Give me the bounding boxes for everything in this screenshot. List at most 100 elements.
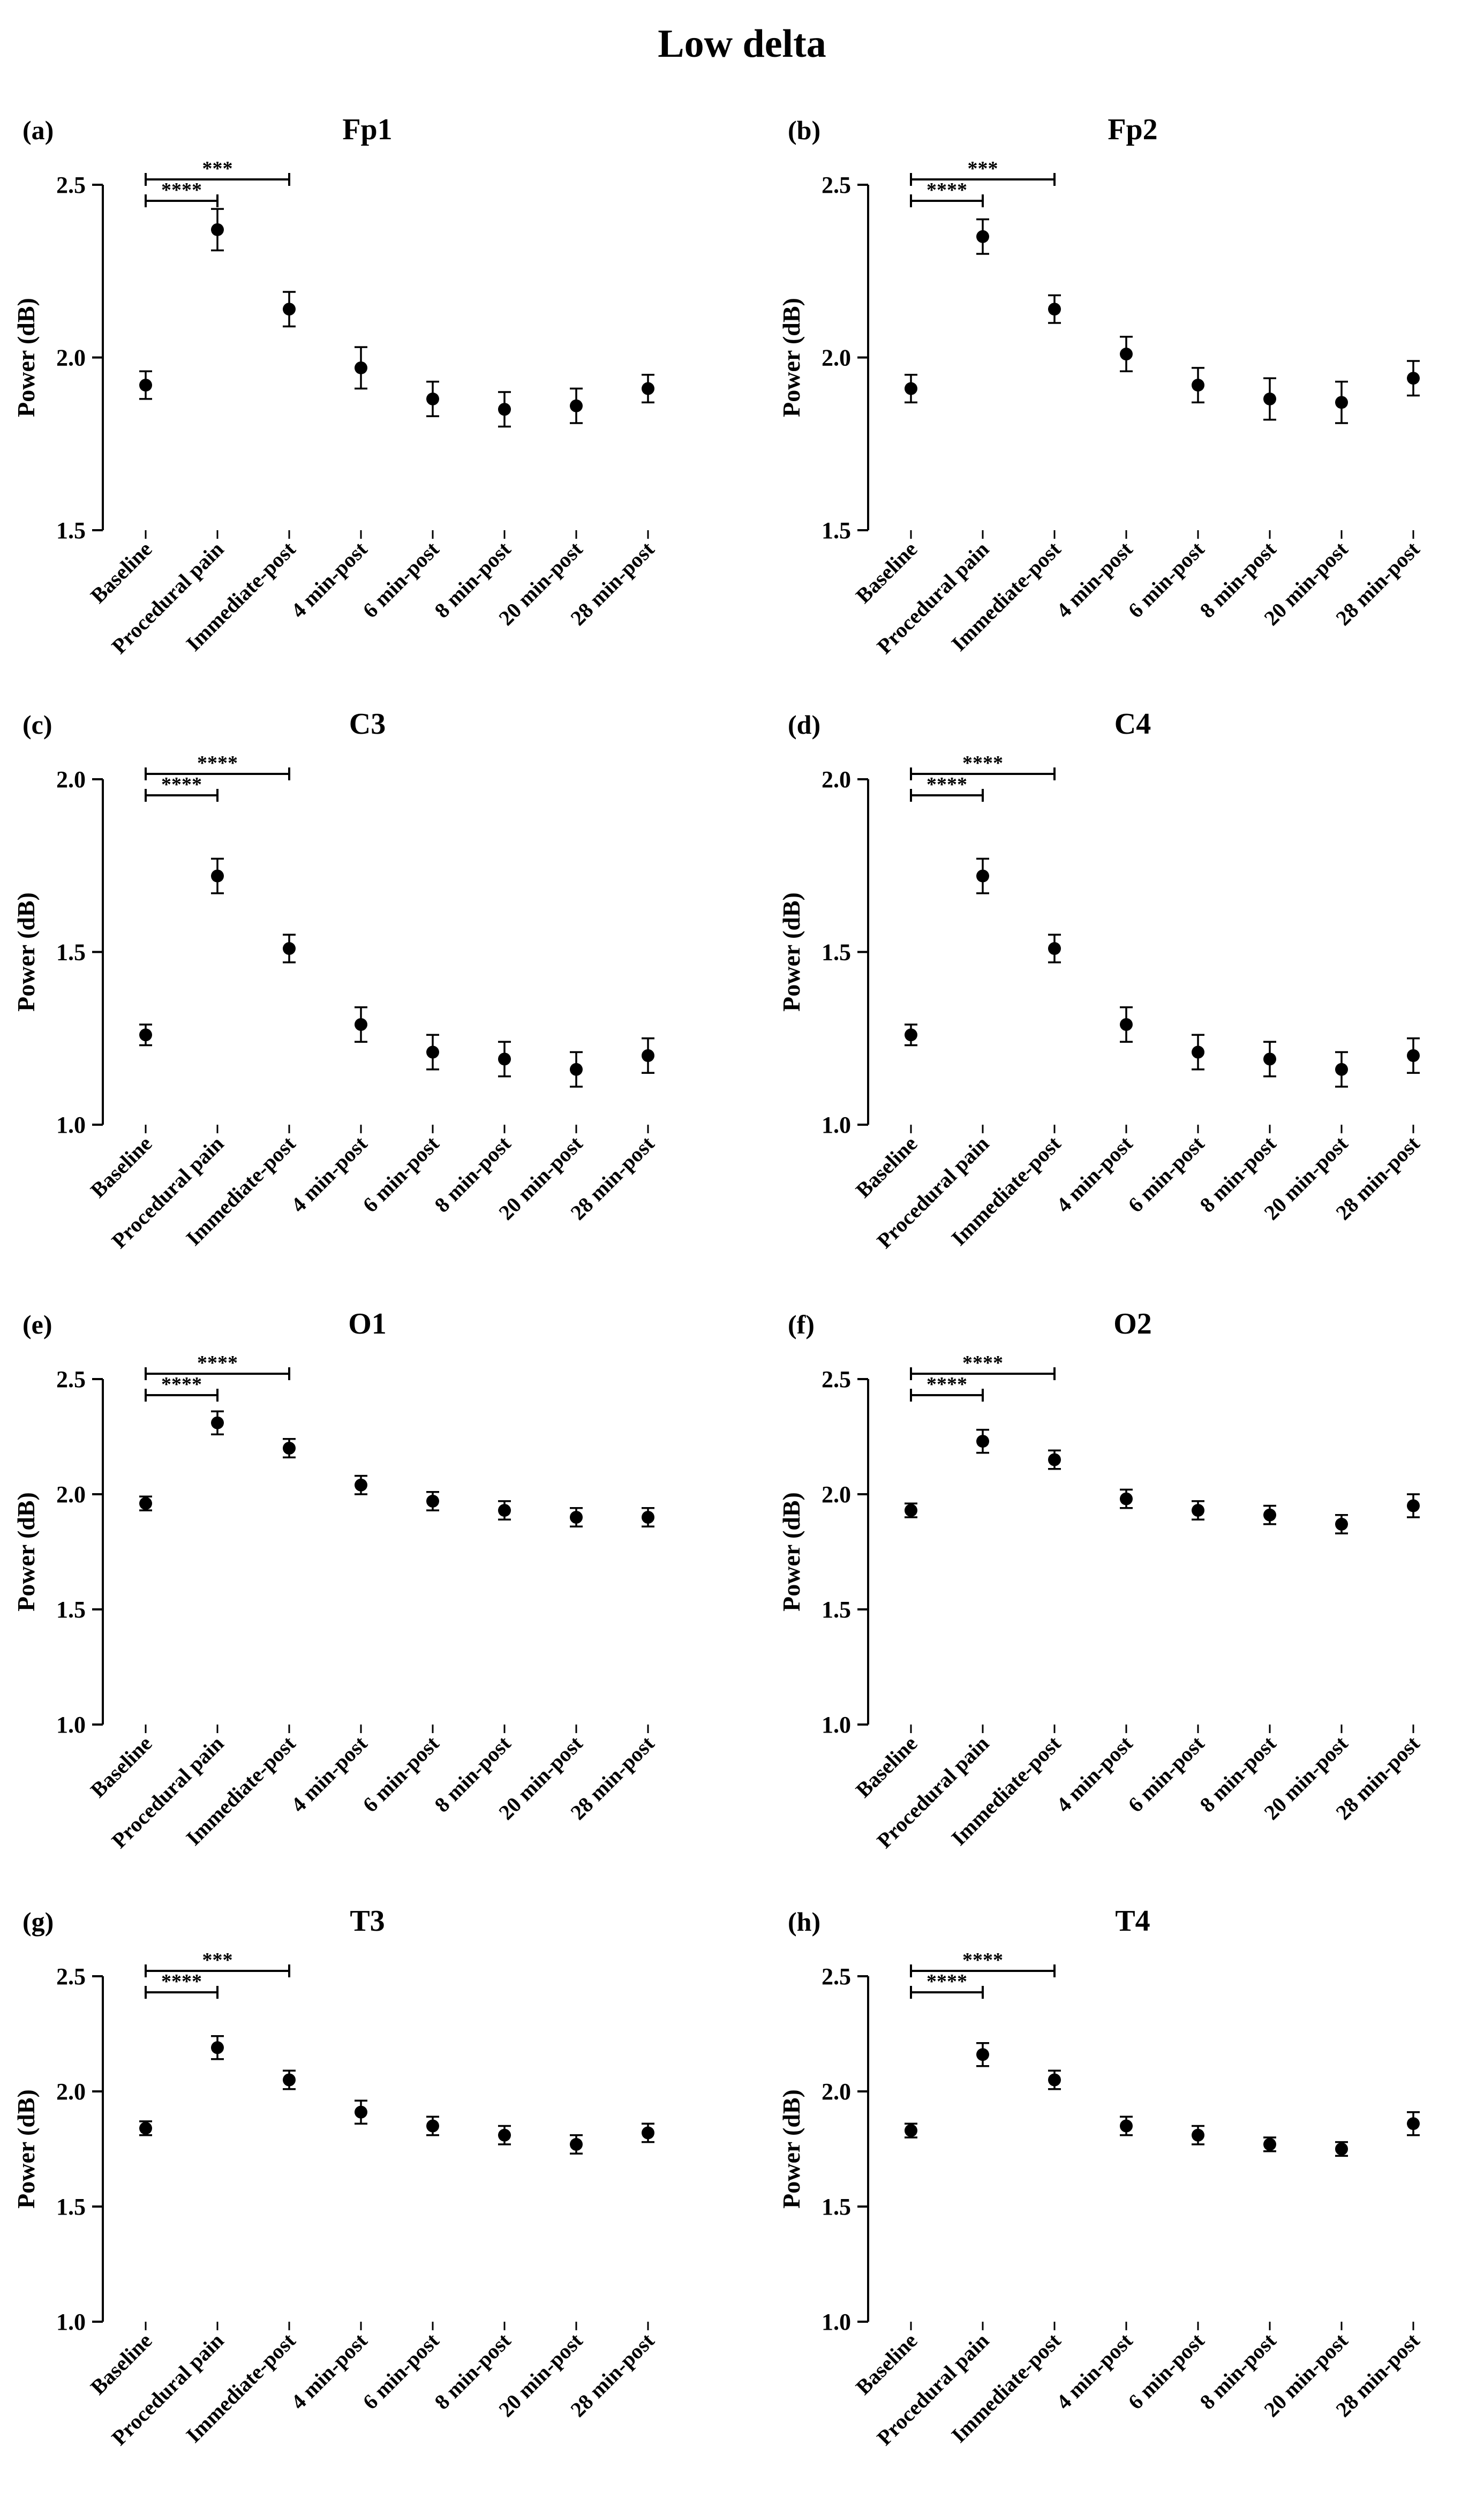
data-point (642, 1049, 654, 1062)
data-point (1192, 1045, 1204, 1059)
data-point (1048, 1453, 1061, 1466)
data-point (1263, 392, 1276, 405)
data-point (211, 223, 224, 236)
data-point (498, 1504, 511, 1517)
data-point (1120, 348, 1133, 361)
panel-title: T4 (1115, 1904, 1150, 1938)
significance-label: **** (962, 1949, 1003, 1971)
y-tick-label: 1.5 (56, 939, 86, 966)
significance-label: *** (202, 157, 233, 180)
panel-label: (e) (22, 1309, 52, 1339)
data-point (211, 869, 224, 883)
data-point (976, 230, 989, 243)
data-point (1263, 1508, 1276, 1522)
x-tick-label: 4 min-post (1051, 1731, 1137, 1817)
figure-title: Low delta (658, 22, 826, 66)
y-tick-label: 1.5 (822, 517, 851, 544)
panel-label: (c) (22, 710, 52, 740)
x-tick-label: Baseline (851, 537, 922, 608)
y-axis-label: Power (dB) (778, 892, 805, 1012)
y-tick-label: 1.5 (56, 2194, 86, 2220)
y-tick-label: 2.5 (822, 172, 851, 198)
panel-label: (f) (788, 1309, 815, 1339)
data-point (905, 1504, 917, 1517)
data-point (570, 2137, 583, 2151)
y-tick-label: 2.5 (56, 1366, 86, 1392)
x-tick-label: Baseline (86, 1731, 156, 1802)
y-axis-label: Power (dB) (778, 2089, 805, 2209)
data-point (283, 1442, 296, 1455)
y-tick-label: 1.0 (822, 1712, 851, 1738)
y-tick-label: 2.5 (822, 1963, 851, 1990)
data-point (1120, 1018, 1133, 1031)
y-tick-label: 1.0 (56, 1112, 86, 1138)
data-point (355, 1478, 367, 1492)
y-axis-label: Power (dB) (12, 298, 40, 417)
data-point (426, 392, 439, 405)
significance-label: *** (968, 157, 998, 180)
panel-title: O1 (348, 1307, 387, 1341)
data-point (139, 379, 152, 392)
y-tick-label: 1.5 (822, 1597, 851, 1623)
data-point (1335, 1063, 1348, 1076)
significance-label: **** (962, 1352, 1003, 1374)
y-tick-label: 1.5 (822, 2194, 851, 2220)
y-tick-label: 2.0 (822, 345, 851, 371)
y-tick-label: 1.5 (56, 517, 86, 544)
y-axis-label: Power (dB) (12, 892, 40, 1012)
x-tick-label: 4 min-post (1051, 1131, 1137, 1217)
data-point (426, 2119, 439, 2133)
y-tick-label: 2.0 (56, 2079, 86, 2105)
x-tick-label: 6 min-post (1123, 2328, 1209, 2414)
significance-label: **** (197, 1352, 238, 1374)
y-tick-label: 1.5 (56, 1597, 86, 1623)
y-tick-label: 1.5 (822, 939, 851, 966)
data-point (355, 2105, 367, 2119)
data-point (355, 361, 367, 374)
data-point (1407, 372, 1420, 385)
data-point (426, 1494, 439, 1508)
data-point (1120, 1492, 1133, 1505)
significance-label: **** (197, 752, 238, 774)
y-tick-label: 1.0 (56, 2309, 86, 2335)
x-tick-label: 4 min-post (286, 2328, 372, 2414)
y-tick-label: 2.0 (822, 1481, 851, 1508)
data-point (976, 2048, 989, 2061)
y-tick-label: 1.0 (822, 1112, 851, 1138)
x-tick-label: Baseline (851, 1731, 922, 1802)
data-point (570, 1511, 583, 1524)
panel-label: (d) (788, 710, 820, 740)
data-point (498, 1052, 511, 1066)
panel-title: O2 (1113, 1307, 1152, 1341)
data-point (570, 1063, 583, 1076)
data-point (1192, 2128, 1204, 2142)
data-point (139, 1028, 152, 1042)
data-point (905, 382, 917, 395)
data-point (211, 1416, 224, 1429)
data-point (1263, 2137, 1276, 2151)
data-point (1407, 1049, 1420, 1062)
x-tick-label: 6 min-post (358, 1131, 443, 1217)
data-point (498, 2128, 511, 2142)
x-tick-label: 4 min-post (286, 1731, 372, 1817)
data-point (905, 2124, 917, 2137)
y-tick-label: 2.0 (56, 345, 86, 371)
x-tick-label: 4 min-post (286, 537, 372, 622)
data-point (498, 403, 511, 416)
data-point (1263, 1052, 1276, 1066)
data-point (642, 1511, 654, 1524)
panel-title: T3 (350, 1904, 385, 1938)
data-point (1192, 379, 1204, 392)
y-tick-label: 2.0 (822, 2079, 851, 2105)
data-point (426, 1045, 439, 1059)
x-tick-label: Baseline (851, 1132, 922, 1202)
x-tick-label: 6 min-post (1123, 1731, 1209, 1817)
panel-title: Fp1 (342, 113, 392, 146)
